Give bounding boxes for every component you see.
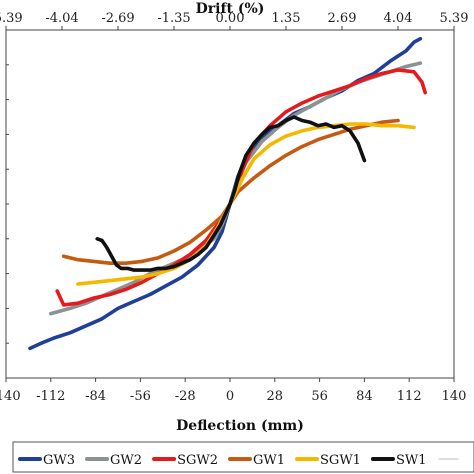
- x-axis-title: Deflection (mm): [176, 418, 304, 434]
- legend-label-gw3: GW3: [43, 453, 75, 468]
- bottom-tick-label: 28: [267, 389, 284, 404]
- bottom-tick-label: -28: [175, 389, 196, 404]
- series-line-sgw1: [76, 122, 416, 286]
- bottom-tick-label: 112: [397, 389, 422, 404]
- top-tick-label: -1.35: [157, 11, 190, 26]
- series-line-sw1: [95, 115, 367, 272]
- bottom-tick-label: -56: [130, 389, 151, 404]
- top-tick-label: -4.04: [45, 11, 78, 26]
- top-axis-title: Drift (%): [196, 1, 265, 17]
- bottom-tick-label: 84: [356, 389, 373, 404]
- bottom-tick-label: -84: [85, 389, 106, 404]
- top-tick-label: 1.35: [272, 11, 301, 26]
- top-tick-label: -2.69: [101, 11, 134, 26]
- legend-label-sgw2: SGW2: [177, 453, 218, 468]
- top-tick-label: 2.69: [328, 11, 357, 26]
- legend-label-gw1: GW1: [253, 453, 285, 468]
- bottom-tick-label: 56: [311, 389, 328, 404]
- top-tick-label: 5.39: [440, 11, 469, 26]
- bottom-tick-label: -140: [0, 389, 21, 404]
- legend-label-sgw1: SGW1: [320, 453, 361, 468]
- legend-label-gw2: GW2: [110, 453, 142, 468]
- top-tick-label: -5.39: [0, 11, 23, 26]
- bottom-tick-label: 140: [442, 389, 467, 404]
- top-tick-label: 0.00: [216, 11, 245, 26]
- legend-label-sw1: SW1: [396, 453, 427, 468]
- bottom-tick-label: 0: [226, 389, 234, 404]
- bottom-tick-label: -112: [36, 389, 65, 404]
- top-tick-label: 4.04: [384, 11, 413, 26]
